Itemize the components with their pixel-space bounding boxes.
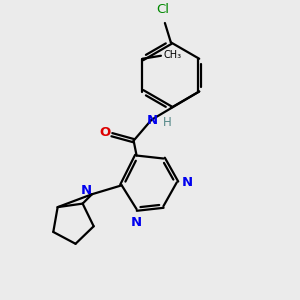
Text: N: N [81,184,92,197]
Text: N: N [131,216,142,229]
Text: O: O [100,126,111,139]
Text: H: H [163,116,171,129]
Text: Cl: Cl [156,3,169,16]
Text: N: N [182,176,193,189]
Text: CH₃: CH₃ [163,50,182,60]
Text: N: N [146,114,158,127]
